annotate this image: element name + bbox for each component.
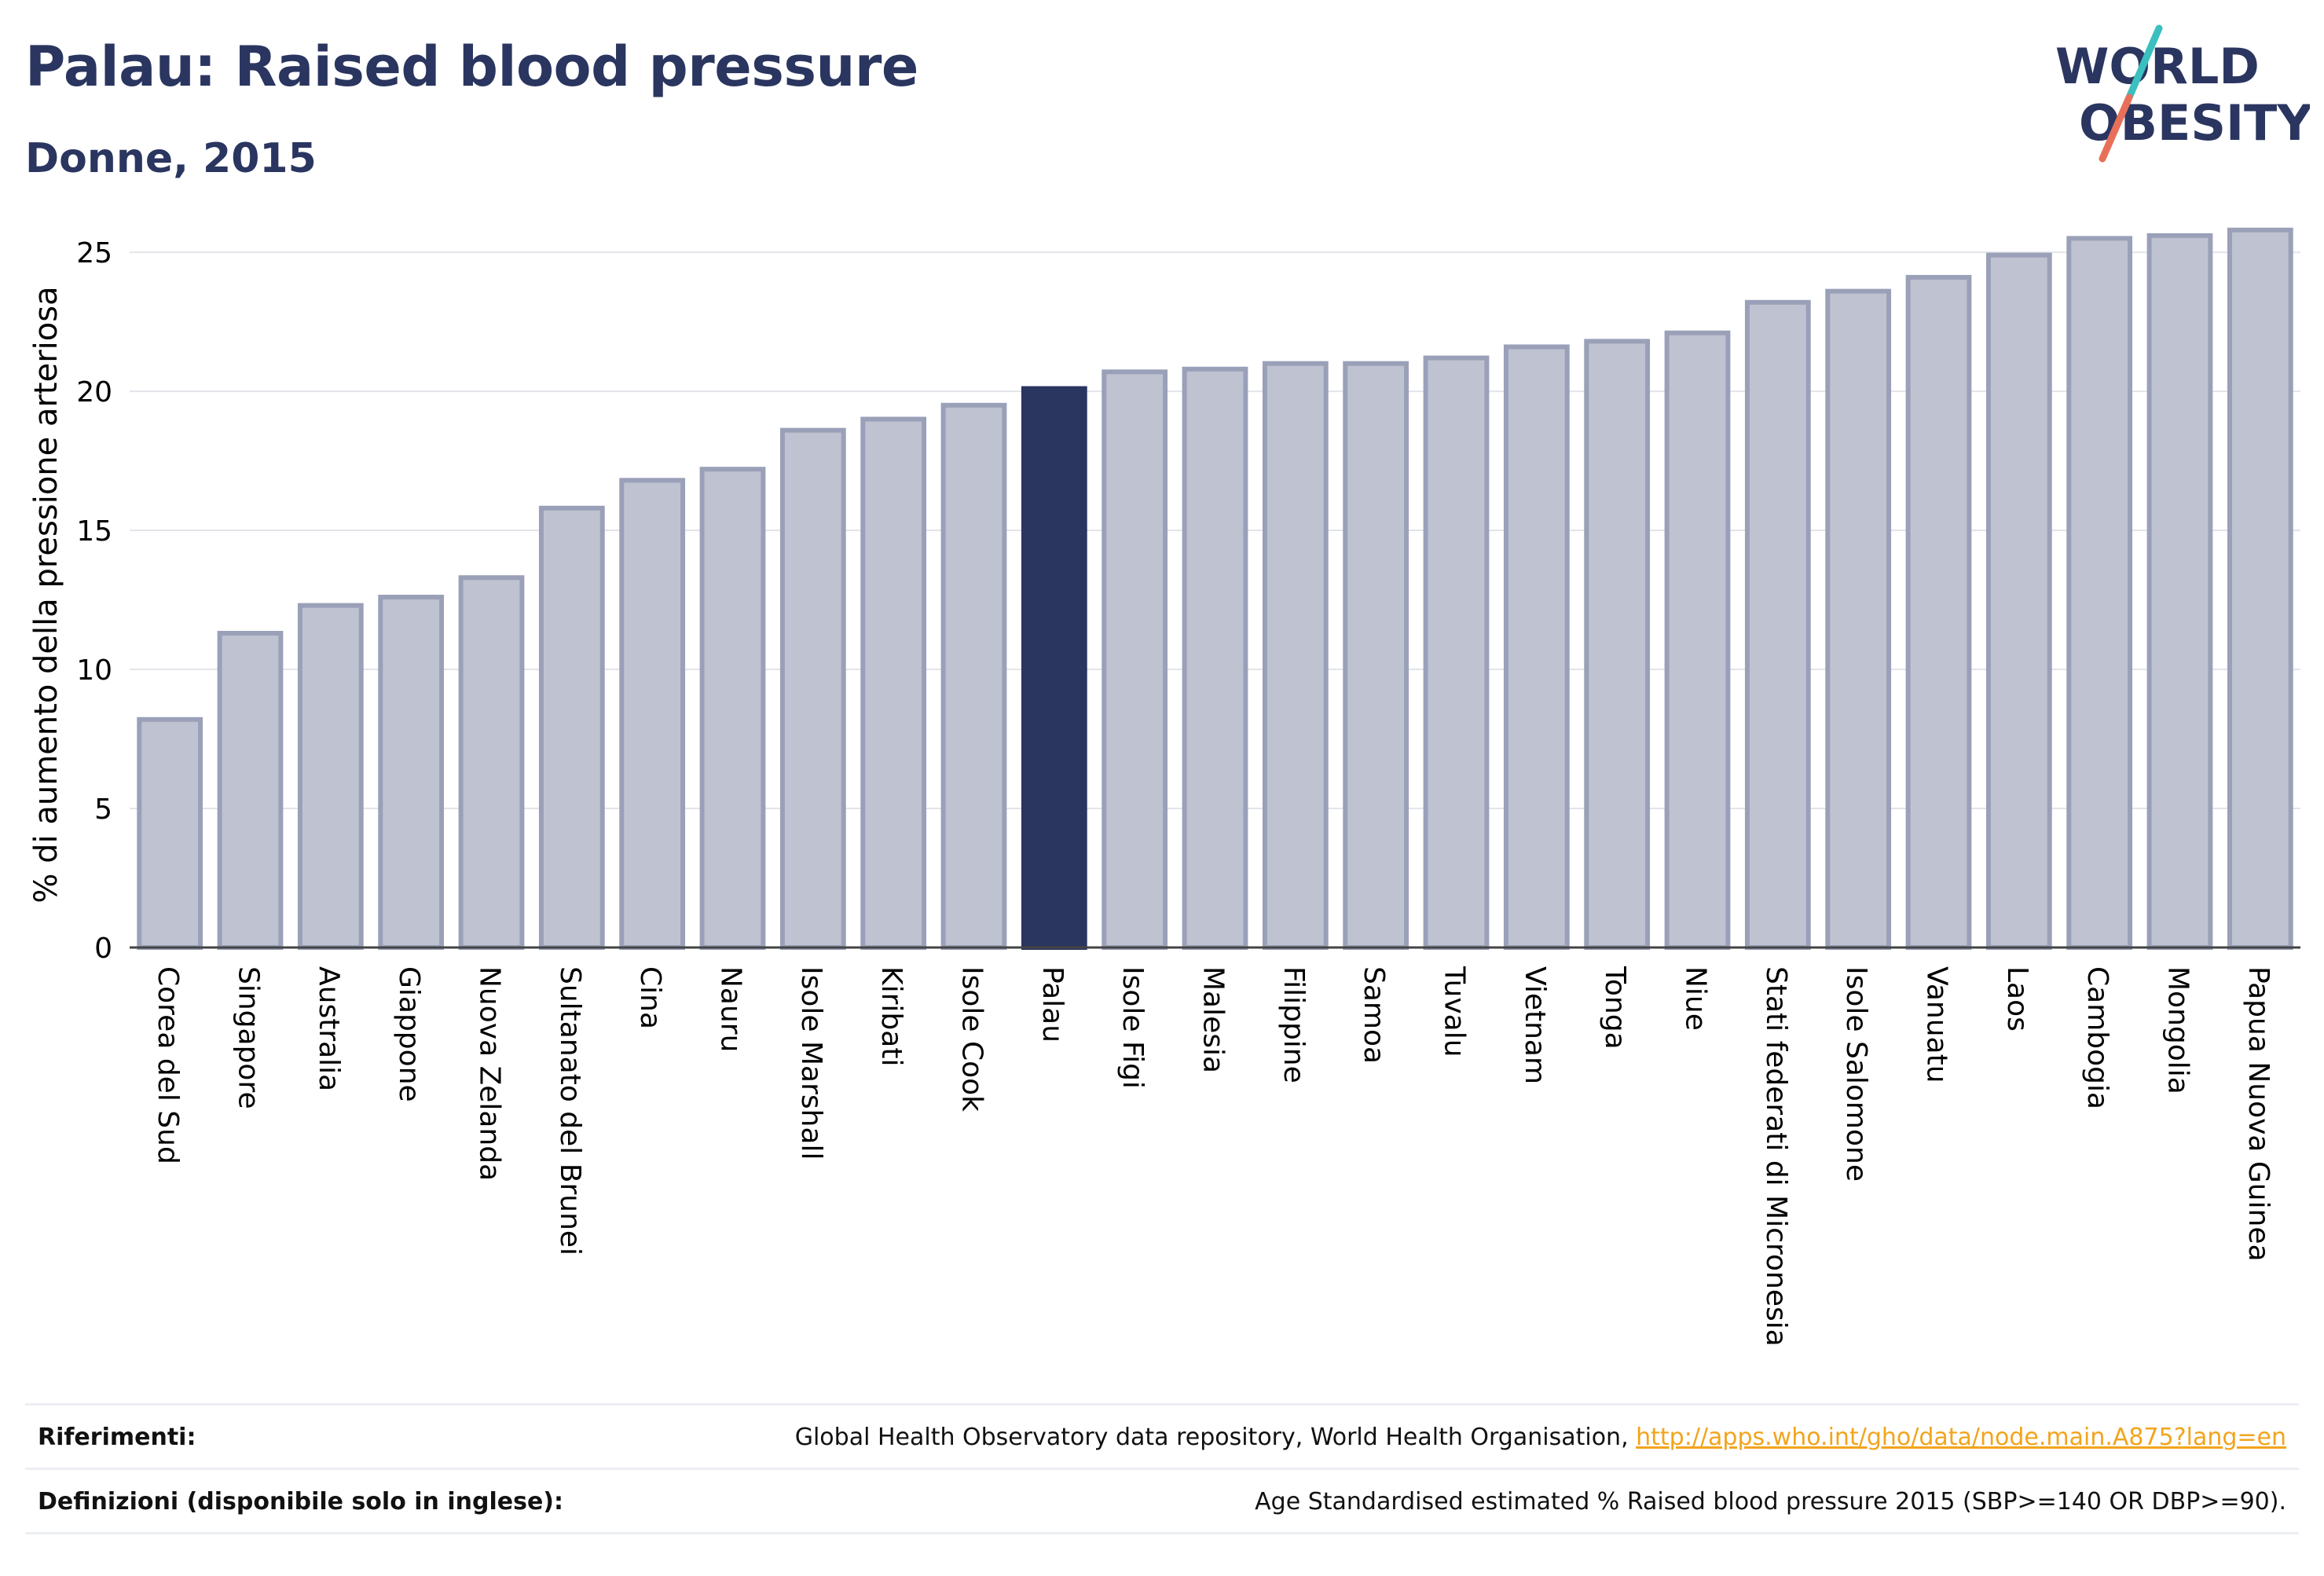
bar-chart: 0 5 10 15 20 25 Corea del Sud Singapore Austral…: [28, 227, 2300, 1347]
chart-subtitle: Donne, 2015: [25, 135, 317, 182]
x-category-label: Stati federati di Micronesia: [1760, 966, 1792, 1347]
bar-kiribati: [860, 416, 927, 950]
y-tick-label: 25: [76, 237, 112, 269]
footer-divider-middle: [25, 1468, 2299, 1470]
bar-australia: [297, 603, 364, 950]
x-category-label: Palau: [1036, 966, 1069, 1043]
x-category-label: Filippine: [1277, 966, 1310, 1083]
y-axis-ticks: 0 5 10 15 20 25: [76, 237, 112, 965]
bar-sultanato-del-brunei: [538, 505, 605, 950]
x-category-label: Giappone: [393, 966, 425, 1102]
bar-cina: [619, 478, 686, 950]
bar-nauru: [699, 467, 766, 950]
x-category-label: Sultanato del Brunei: [554, 966, 586, 1255]
references-row: Riferimenti: Global Health Observatory d…: [25, 1424, 2299, 1463]
bar-vietnam: [1503, 344, 1570, 950]
y-tick-label: 15: [76, 515, 112, 548]
logo-line1: WORLD: [2055, 38, 2260, 95]
world-obesity-logo: WORLD OBESITY: [2055, 24, 2310, 163]
x-category-label: Vietnam: [1519, 966, 1551, 1084]
bars: [137, 227, 2293, 951]
x-category-label: Corea del Sud: [152, 966, 184, 1164]
bar-cambogia: [2066, 236, 2133, 950]
bar-stati-federati-di-micronesia: [1744, 299, 1811, 950]
footer-divider-bottom: [25, 1532, 2299, 1534]
bar-niue: [1664, 330, 1731, 950]
x-axis-categories: Corea del Sud Singapore Australia Giappone N…: [152, 966, 2275, 1347]
bar-singapore: [217, 631, 284, 950]
y-tick-label: 10: [76, 654, 112, 687]
x-category-label: Niue: [1680, 966, 1712, 1031]
x-category-label: Isole Salomone: [1840, 966, 1872, 1182]
y-tick-label: 20: [76, 376, 112, 409]
bar-isole-marshall: [779, 427, 846, 950]
definitions-value: Age Standardised estimated % Raised bloo…: [1255, 1488, 2286, 1516]
x-category-label: Nuova Zelanda: [474, 966, 506, 1181]
footer-divider-top: [25, 1403, 2299, 1406]
x-category-label: Tuvalu: [1439, 966, 1471, 1057]
x-category-label: Malesia: [1197, 966, 1230, 1073]
x-category-label: Isole Figi: [1116, 966, 1149, 1089]
references-value: Global Health Observatory data repositor…: [795, 1424, 2286, 1451]
logo-slash-coral: [2099, 93, 2133, 163]
bar-corea-del-sud: [137, 717, 203, 950]
x-category-label: Cambogia: [2081, 966, 2113, 1109]
bar-papua-nuova-guinea: [2227, 227, 2293, 950]
bar-malesia: [1182, 366, 1248, 950]
bar-laos: [1985, 252, 2052, 950]
bar-isole-cook: [940, 402, 1007, 950]
x-category-label: Vanuatu: [1921, 966, 1953, 1083]
references-text: Global Health Observatory data repositor…: [794, 1424, 1637, 1451]
x-category-label: Singapore: [233, 966, 265, 1109]
references-label: Riferimenti:: [38, 1424, 196, 1451]
bar-isole-figi: [1102, 369, 1168, 951]
bar-tuvalu: [1423, 355, 1490, 951]
x-category-label: Kiribati: [875, 966, 907, 1066]
x-category-label: Papua Nuova Guinea: [2242, 966, 2275, 1262]
chart-title: Palau: Raised blood pressure: [25, 35, 918, 99]
bar-tonga: [1584, 339, 1651, 951]
bar-samoa: [1343, 361, 1409, 950]
x-category-label: Laos: [2001, 966, 2033, 1032]
x-category-label: Nauru: [715, 966, 747, 1052]
y-axis-title: % di aumento della pressione arteriosa: [28, 286, 64, 903]
bar-giappone: [378, 595, 445, 951]
y-tick-label: 5: [94, 793, 112, 826]
definitions-label: Definizioni (disponibile solo in inglese…: [38, 1488, 563, 1516]
y-tick-label: 0: [94, 933, 112, 965]
bar-isole-salomone: [1825, 288, 1892, 950]
x-category-label: Isole Cook: [956, 966, 988, 1112]
x-category-label: Isole Marshall: [795, 966, 827, 1160]
logo-slash-teal: [2125, 24, 2163, 101]
bar-nuova-zelanda: [458, 575, 525, 950]
x-category-label: Tonga: [1599, 966, 1631, 1050]
x-category-label: Mongolia: [2162, 966, 2194, 1094]
bar-palau: [1021, 386, 1087, 951]
bar-vanuatu: [1905, 274, 1972, 951]
bar-filippine: [1262, 361, 1329, 950]
x-category-label: Samoa: [1358, 966, 1390, 1064]
x-category-label: Australia: [313, 966, 345, 1091]
bar-mongolia: [2146, 233, 2213, 950]
definitions-row: Definizioni (disponibile solo in inglese…: [25, 1488, 2299, 1527]
x-category-label: Cina: [634, 966, 666, 1029]
references-link[interactable]: http://apps.who.int/gho/data/node.main.A…: [1636, 1424, 2286, 1451]
